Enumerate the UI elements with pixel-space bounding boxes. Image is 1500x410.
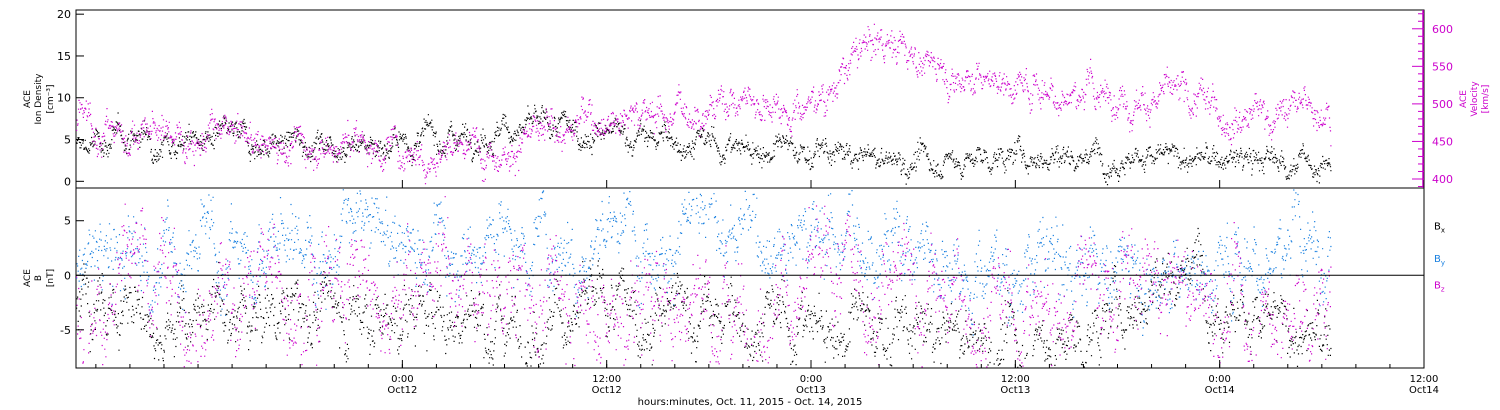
- date-tick-label: Oct12: [387, 385, 417, 396]
- b-axis-label: ACE B [nT]: [23, 269, 56, 287]
- velocity-axis-label: ACE Velocity [km/s]: [1459, 81, 1491, 117]
- b-tick-label: 0: [64, 269, 71, 282]
- velocity-tick-label: 600: [1432, 23, 1453, 36]
- time-tick-label: 12:00: [1410, 374, 1439, 385]
- x-axis-title: hours:minutes, Oct. 11, 2015 - Oct. 14, …: [638, 397, 863, 408]
- velocity-tick-label: 450: [1432, 135, 1453, 148]
- legend-bz: Bz: [1434, 280, 1445, 293]
- plasma-axes: 0 5 10 15 20 400 450 500 550 600: [57, 8, 1453, 188]
- b-label-line1: ACE: [23, 269, 33, 287]
- date-tick-label: Oct13: [796, 385, 826, 396]
- velocity-axis: 400 450 500 550 600: [1412, 10, 1453, 188]
- velocity-tick-label: 550: [1432, 60, 1453, 73]
- time-tick-label: 0:00: [1208, 374, 1230, 385]
- velocity-label-line3: [km/s]: [1481, 85, 1491, 114]
- density-label-line1: ACE: [23, 90, 33, 108]
- b-tick-label: 5: [64, 215, 71, 228]
- density-label-line3: [cm⁻³]: [46, 84, 56, 113]
- velocity-label-line2: Velocity: [1470, 81, 1480, 117]
- velocity-label-line1: ACE: [1459, 90, 1469, 108]
- density-axis-label: ACE Ion Density [cm⁻³]: [23, 73, 56, 125]
- time-tick-label: 12:00: [1001, 374, 1030, 385]
- time-axis: 0:00Oct1212:00Oct120:00Oct1312:00Oct130:…: [95, 180, 1439, 396]
- density-tick-label: 0: [64, 175, 71, 188]
- density-label-line2: Ion Density: [34, 73, 44, 125]
- time-tick-label: 0:00: [391, 374, 413, 385]
- time-tick-label: 0:00: [800, 374, 822, 385]
- density-tick-label: 20: [57, 8, 71, 21]
- series-points: [76, 189, 1332, 336]
- legend-bx: Bx: [1434, 221, 1445, 234]
- b-label-line2: B: [34, 275, 44, 281]
- b-label-line3: [nT]: [46, 269, 56, 287]
- density-tick-label: 15: [57, 50, 71, 63]
- density-tick-label: 5: [64, 134, 71, 147]
- date-tick-label: Oct13: [1000, 385, 1030, 396]
- date-tick-label: Oct14: [1409, 385, 1439, 396]
- density-tick-label: 10: [57, 92, 71, 105]
- plasma-points: [76, 23, 1332, 186]
- b-tick-label: -5: [60, 324, 71, 337]
- velocity-tick-label: 500: [1432, 98, 1453, 111]
- magnetic-points: [76, 189, 1332, 368]
- time-tick-label: 12:00: [592, 374, 621, 385]
- series-points: [76, 104, 1332, 186]
- date-tick-label: Oct14: [1205, 385, 1235, 396]
- b-component-legend: Bx By Bz: [1434, 221, 1445, 293]
- legend-by: By: [1434, 254, 1445, 267]
- velocity-tick-label: 400: [1432, 173, 1453, 186]
- series-ion-density: [76, 104, 1332, 186]
- date-tick-label: Oct12: [592, 385, 622, 396]
- series-by: [76, 189, 1332, 336]
